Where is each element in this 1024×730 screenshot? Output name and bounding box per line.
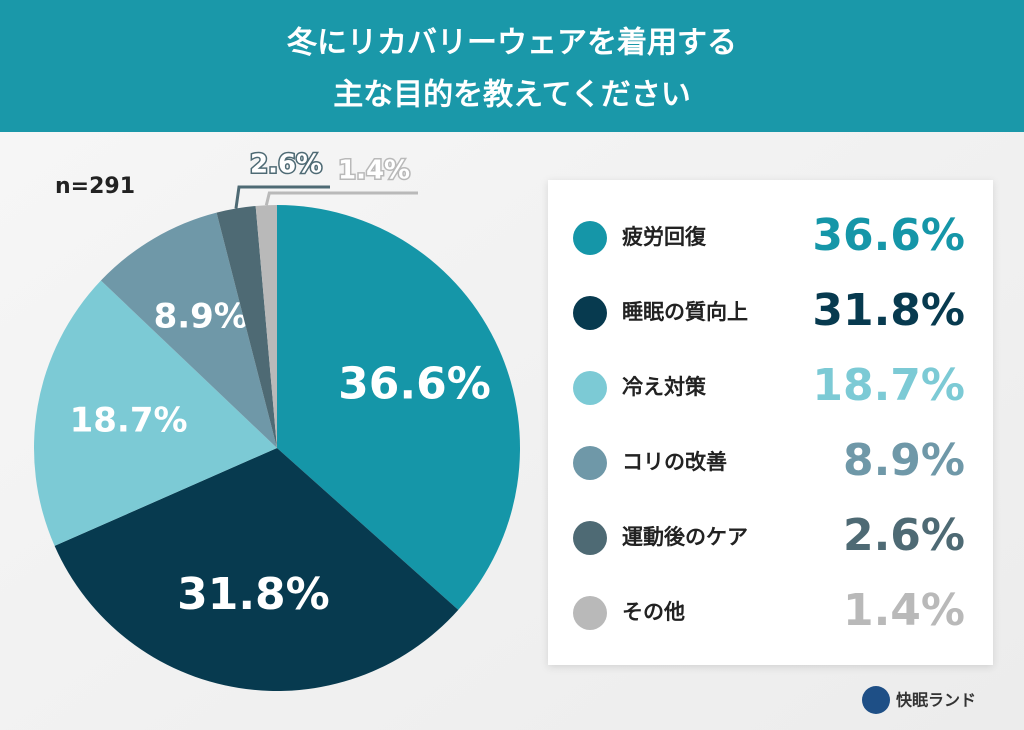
pie-slice bbox=[100, 212, 277, 448]
brand-logo bbox=[862, 686, 890, 714]
legend-swatch bbox=[573, 221, 607, 255]
leader-line bbox=[264, 191, 418, 206]
legend-label: 冷え対策 bbox=[622, 375, 707, 399]
brand-name: 快眠ランド bbox=[896, 691, 976, 710]
legend-value: 2.6% bbox=[843, 510, 965, 561]
sample-size: n=291 bbox=[55, 174, 135, 199]
pie-slice bbox=[216, 205, 277, 448]
pie-slice bbox=[277, 205, 520, 610]
legend-label: コリの改善 bbox=[622, 450, 727, 474]
legend-label: 睡眠の質向上 bbox=[622, 300, 748, 324]
pie-slice bbox=[34, 280, 278, 546]
header-band bbox=[0, 0, 1024, 132]
chart-title: 冬にリカバリーウェアを着用する bbox=[287, 26, 737, 61]
legend-swatch bbox=[573, 521, 607, 555]
legend-label: その他 bbox=[622, 600, 685, 624]
pie-slice bbox=[255, 205, 277, 448]
leader-line bbox=[234, 185, 330, 209]
slice-label: 36.6% bbox=[338, 358, 491, 409]
slice-label: 2.6% bbox=[250, 150, 322, 180]
pie-slice bbox=[54, 448, 459, 691]
slice-label: 1.4% bbox=[338, 156, 410, 186]
legend-swatch bbox=[573, 296, 607, 330]
legend-value: 1.4% bbox=[843, 585, 965, 636]
slice-label: 31.8% bbox=[177, 569, 330, 620]
legend-value: 31.8% bbox=[812, 285, 965, 336]
chart-title: 主な目的を教えてください bbox=[333, 78, 691, 113]
slice-label: 8.9% bbox=[154, 297, 248, 337]
slice-label: 18.7% bbox=[70, 401, 188, 441]
legend-label: 疲労回復 bbox=[622, 225, 707, 249]
legend-swatch bbox=[573, 596, 607, 630]
legend-value: 18.7% bbox=[812, 360, 965, 411]
legend-label: 運動後のケア bbox=[622, 525, 748, 549]
legend-box bbox=[548, 180, 993, 665]
legend-value: 8.9% bbox=[843, 435, 965, 486]
legend-swatch bbox=[573, 446, 607, 480]
legend-swatch bbox=[573, 371, 607, 405]
legend-value: 36.6% bbox=[812, 210, 965, 261]
